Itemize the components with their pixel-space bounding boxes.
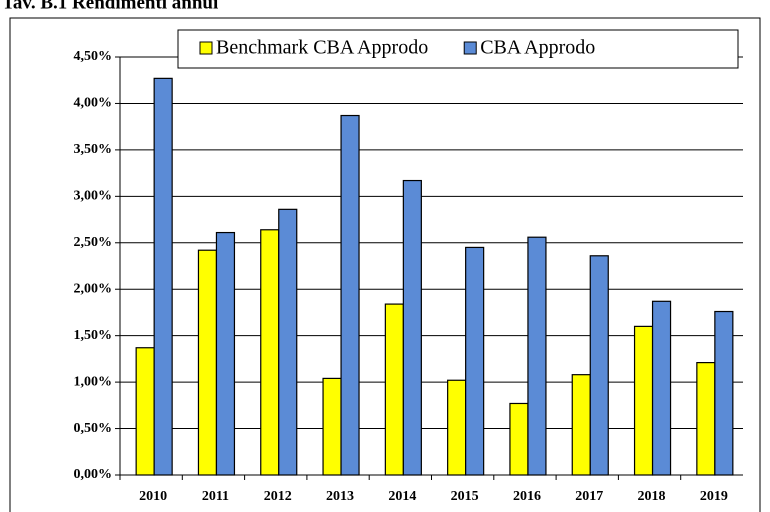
bar: [527, 236, 547, 476]
x-tick-label: 2014: [388, 489, 416, 504]
bar: [340, 114, 360, 476]
bar: [447, 379, 467, 476]
bar: [509, 402, 529, 476]
y-tick-label: 4,50%: [74, 49, 113, 64]
x-tick-label: 2010: [139, 489, 167, 504]
bar: [402, 179, 422, 476]
chart-frame: [9, 17, 761, 512]
x-tick-label: 2017: [575, 489, 603, 504]
y-tick-label: 1,50%: [74, 328, 113, 343]
legend-label: CBA Approdo: [480, 37, 595, 59]
chart-title: Tav. B.1 Rendimenti annui: [2, 0, 218, 13]
bar: [260, 229, 280, 476]
bar: [465, 246, 485, 476]
y-tick-label: 1,00%: [74, 374, 113, 389]
y-tick-label: 0,50%: [74, 421, 113, 436]
y-tick-label: 3,00%: [74, 189, 113, 204]
bar: [197, 249, 218, 476]
x-tick-label: 2018: [638, 489, 666, 504]
bar: [153, 77, 173, 476]
y-tick-label: 2,50%: [74, 235, 113, 250]
y-tick-label: 4,00%: [74, 96, 113, 111]
bar: [633, 325, 654, 476]
bar: [322, 377, 342, 476]
x-tick-label: 2013: [326, 489, 354, 504]
legend-label: Benchmark CBA Approdo: [216, 37, 428, 59]
bar: [278, 208, 298, 476]
bar: [589, 255, 609, 476]
bar: [651, 300, 672, 476]
x-tick-label: 2019: [700, 489, 728, 504]
bar: [215, 231, 236, 476]
x-tick-label: 2016: [513, 489, 541, 504]
bar: [714, 310, 734, 476]
x-tick-label: 2011: [202, 489, 229, 504]
y-tick-label: 2,00%: [74, 281, 113, 296]
x-tick-label: 2015: [451, 489, 479, 504]
y-tick-label: 0,00%: [74, 467, 113, 482]
legend-box: [177, 29, 739, 69]
bar: [696, 362, 716, 476]
x-tick-label: 2012: [264, 489, 292, 504]
y-tick-label: 3,50%: [74, 142, 113, 157]
bar: [135, 347, 155, 476]
bar: [571, 374, 591, 476]
legend-swatch: [199, 41, 213, 55]
legend-swatch: [463, 41, 477, 55]
bar: [384, 303, 404, 476]
